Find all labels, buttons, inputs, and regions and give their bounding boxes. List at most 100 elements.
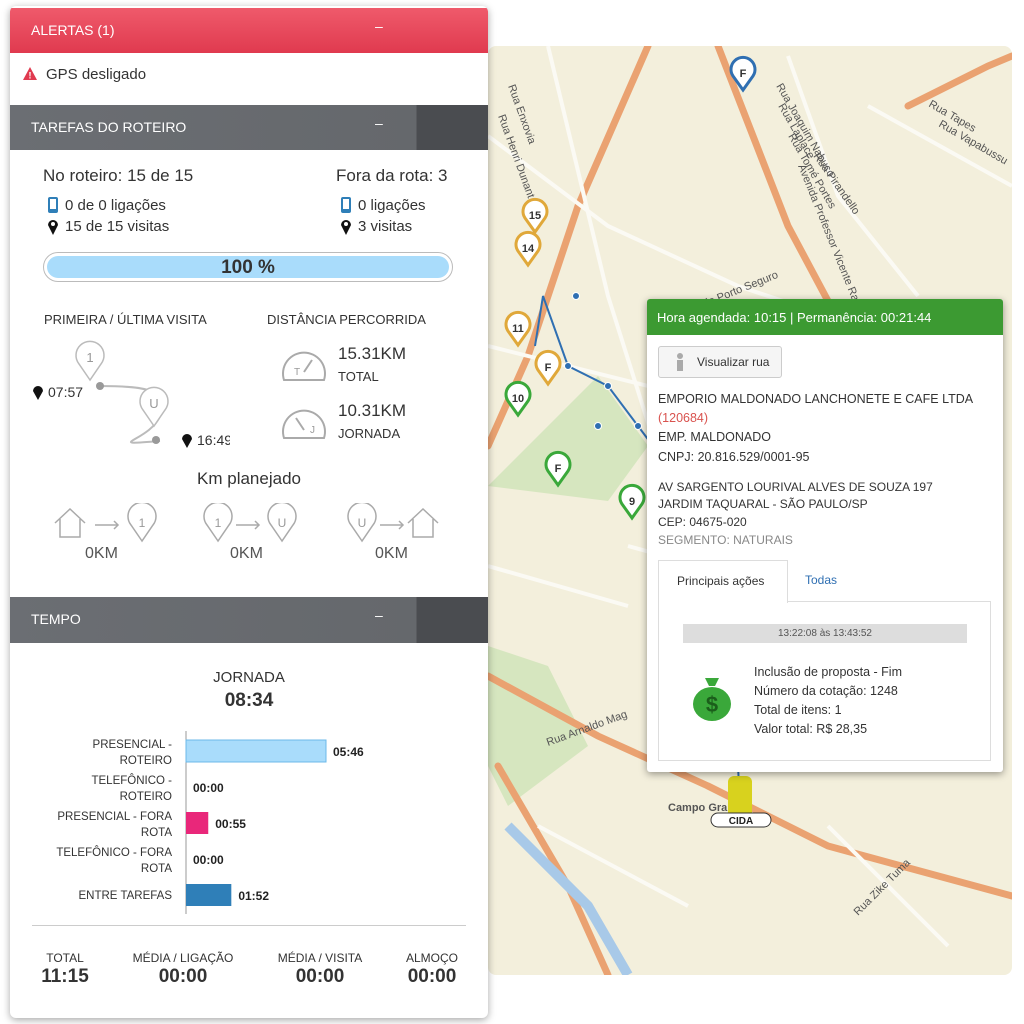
icons [341, 197, 351, 235]
tab-active[interactable]: Principais ações [658, 560, 788, 603]
address: JARDIM TAQUARAL - SÃO PAULO/SP [658, 497, 868, 511]
planned-km: 0KM [85, 545, 118, 562]
period: 13:22:08 às 13:43:52 [683, 624, 967, 643]
street-view-button[interactable]: Visualizar rua [658, 346, 782, 378]
button-label: Visualizar rua [697, 355, 770, 369]
client-name: EMPORIO MALDONADO LANCHONETE E CAFE LTDA [658, 392, 974, 406]
cnpj: CNPJ: 20.816.529/0001-95 [658, 450, 810, 464]
total-label: TOTAL [338, 369, 379, 384]
map-marker [544, 450, 572, 488]
svg-text:$: $ [706, 692, 718, 717]
map-marker [618, 483, 646, 521]
value-label: 00:00 [193, 853, 224, 867]
pin-label: 1 [86, 350, 93, 365]
summary-label: ALMOÇO [405, 951, 458, 965]
address: AV SARGENTO LOURIVAL ALVES DE SOUZA 197 [658, 480, 933, 494]
journey-km: 10.31KM [338, 401, 407, 420]
out-visits: 3 visitas [358, 218, 413, 235]
planned-title: Km planejado [197, 469, 301, 488]
tasks-header[interactable]: TAREFAS DO ROTEIRO – [10, 105, 488, 150]
marker-label: 11 [512, 323, 524, 335]
svg-text:T: T [294, 367, 300, 378]
action-line: Número da cotação: 1248 [754, 684, 898, 698]
summary-value: 11:15 [41, 966, 89, 987]
map-marker [504, 380, 532, 418]
person-label: CIDA [729, 816, 753, 827]
summary-label: MÉDIA / VISITA [277, 951, 363, 965]
svg-text:!: ! [29, 71, 32, 81]
money-icon: $ [693, 678, 731, 721]
in-visits: 15 de 15 visitas [65, 218, 170, 235]
pin-label: U [358, 516, 367, 530]
action-line: Inclusão de proposta - Fim [754, 665, 902, 679]
person-badge [710, 812, 772, 828]
svg-text:J: J [310, 425, 315, 436]
value-label: 00:00 [193, 781, 224, 795]
journey-label: JORNADA [213, 669, 285, 686]
alerts-title: ALERTAS (1) [31, 22, 115, 38]
popup-header: Hora agendada: 10:15 | Permanência: 00:2… [647, 299, 1003, 335]
pin-label: U [278, 516, 287, 530]
tab-label: Principais ações [677, 574, 765, 588]
side-panel: ALERTAS (1) – ! GPS desligado TAREFAS DO … [10, 6, 488, 1018]
action-line: Valor total: R$ 28,35 [754, 722, 868, 736]
collapse[interactable]: – [375, 18, 383, 34]
journey-value: 08:34 [224, 690, 274, 711]
marker-label: 10 [512, 393, 524, 405]
time-chart: PRESENCIAL -ROTEIRO 05:46 TELEFÔNICO -ROTE… [56, 731, 364, 914]
route-stop [604, 382, 612, 390]
map-marker [504, 310, 532, 348]
route-stop [634, 422, 642, 430]
bar [186, 884, 232, 906]
client-code: (120684) [658, 411, 709, 425]
bar [186, 812, 209, 834]
warning-icon: ! [23, 67, 37, 81]
tab[interactable]: Todas [805, 573, 838, 587]
total-km: 15.31KM [338, 344, 407, 363]
summary-value: 00:00 [158, 966, 208, 987]
distance-title: DISTÂNCIA PERCORRIDA [267, 312, 426, 327]
progress-label: 100 % [221, 257, 275, 278]
marker-label: F [545, 362, 552, 374]
out-route: Fora da rota: 3 [336, 166, 448, 185]
planned-icons: 1 1 U U [54, 503, 439, 543]
collapse[interactable]: – [375, 607, 383, 623]
person-icon [677, 353, 683, 371]
marker-label: 9 [629, 496, 635, 508]
address: CEP: 04675-020 [658, 515, 747, 529]
collapse[interactable]: – [375, 115, 383, 131]
out-calls: 0 ligações [358, 197, 426, 214]
in-calls: 0 de 0 ligações [65, 197, 166, 214]
first-time: 07:57 [48, 384, 83, 400]
value-label: 01:52 [238, 889, 269, 903]
visit-diagram: 1 U 07:57 16:49 [33, 340, 230, 448]
map-marker [514, 230, 542, 268]
street-label: Campo Grande [668, 802, 747, 814]
pin-label: 1 [139, 516, 146, 530]
gauge-icons: TJ [282, 351, 326, 439]
alerts-header[interactable]: ALERTAS (1) – [10, 8, 488, 53]
summary-label: MÉDIA / LIGAÇÃO [132, 951, 234, 965]
short-name: EMP. MALDONADO [658, 430, 771, 444]
category-label: TELEFÔNICO -ROTEIRO [91, 774, 172, 803]
summary-label: TOTAL [46, 951, 84, 965]
in-route: No roteiro: 15 de 15 [43, 166, 194, 185]
bar [185, 739, 327, 763]
category-label: TELEFÔNICO - FORA ROTA [56, 846, 172, 875]
marker-label: 14 [522, 243, 535, 255]
icons [48, 197, 58, 235]
time-header[interactable]: TEMPO – [10, 597, 488, 643]
route-stop [594, 422, 602, 430]
marker-label: 15 [529, 210, 541, 222]
pin-label: 1 [215, 516, 222, 530]
category-label: PRESENCIAL - FORA ROTA [57, 811, 172, 839]
tasks-title: TAREFAS DO ROTEIRO [31, 119, 187, 135]
map-marker [521, 197, 549, 235]
map-marker [534, 349, 562, 387]
pin-label: U [149, 396, 158, 411]
planned-km: 0KM [375, 545, 408, 562]
summary-value: 00:00 [407, 966, 457, 987]
summary-value: 00:00 [295, 966, 345, 987]
route-stop [564, 362, 572, 370]
